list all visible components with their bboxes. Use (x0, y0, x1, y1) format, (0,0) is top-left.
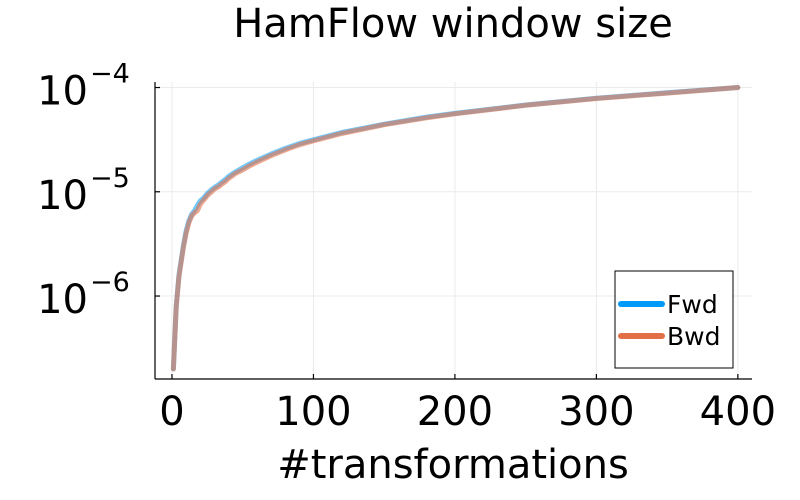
legend-label-bwd: Bwd (667, 322, 720, 351)
y-tick-labels: 10−610−510−4 (37, 59, 130, 323)
y-tick-label: 10 (37, 69, 88, 115)
series-line-bwd (170, 85, 741, 372)
x-tick-label: 300 (558, 389, 634, 435)
y-tick-exponent: −4 (90, 59, 130, 90)
legend-label-fwd: Fwd (667, 290, 718, 319)
legend: Fwd Bwd (614, 270, 734, 369)
chart-title: HamFlow window size (233, 1, 673, 47)
y-tick-label: 10 (37, 173, 88, 219)
grid (155, 82, 752, 379)
series-layer (170, 85, 741, 372)
legend-box (614, 270, 734, 369)
x-tick-label: 0 (159, 389, 184, 435)
x-tick-label: 100 (275, 389, 351, 435)
x-axis-label: #transformations (277, 442, 629, 488)
axes (154, 82, 752, 380)
y-tick-exponent: −5 (90, 163, 130, 194)
x-tick-label: 200 (417, 389, 493, 435)
x-tick-labels: 0 100 200 300 400 (159, 389, 776, 435)
x-tick-label: 400 (700, 389, 776, 435)
y-tick-label: 10 (37, 277, 88, 323)
legend-items: Fwd Bwd (618, 290, 720, 351)
y-tick-exponent: −6 (90, 267, 130, 298)
